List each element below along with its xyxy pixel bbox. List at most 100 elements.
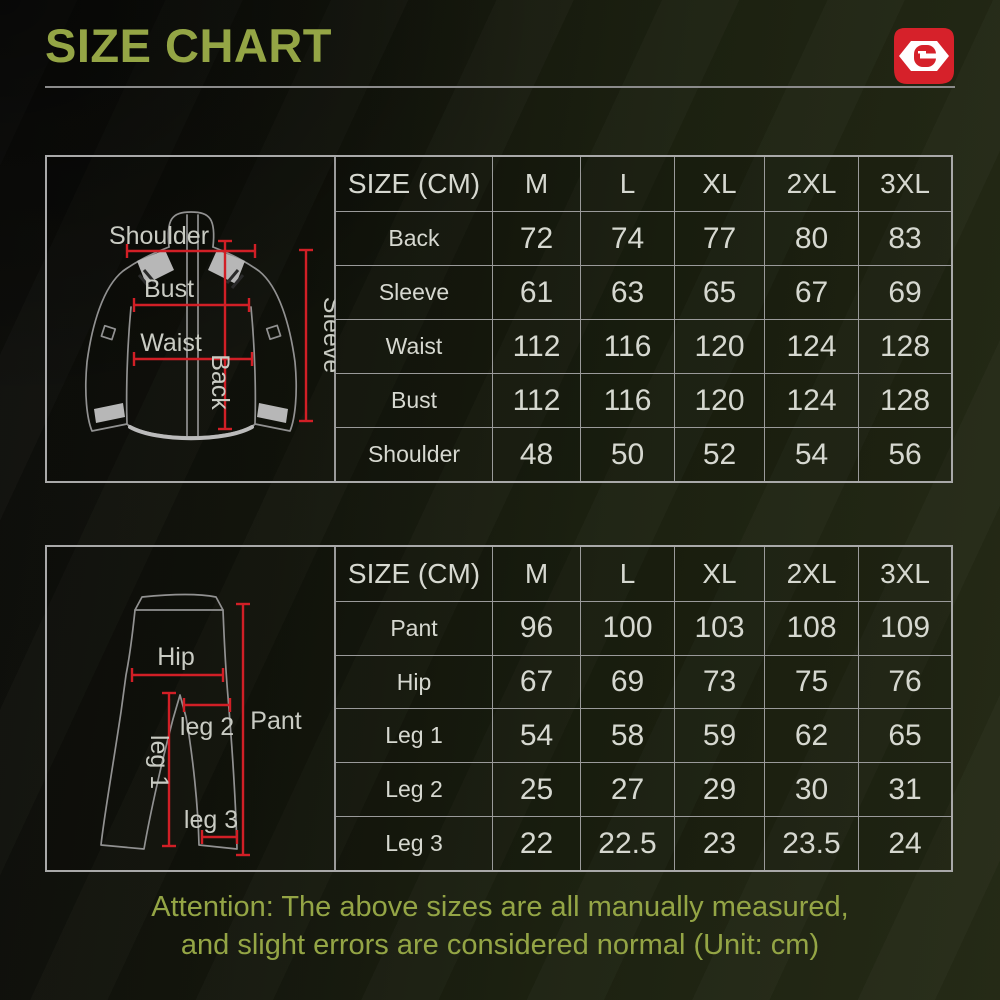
size-value: 54 <box>492 708 580 763</box>
size-value: 112 <box>492 319 580 373</box>
row-label: Waist <box>335 319 492 373</box>
bust-measure-line <box>132 298 251 312</box>
row-label: Back <box>335 211 492 265</box>
size-value: 109 <box>858 600 951 655</box>
size-value: 48 <box>492 427 580 481</box>
size-value: 75 <box>764 654 858 709</box>
row-label: Leg 2 <box>335 762 492 817</box>
size-value: 116 <box>580 373 674 427</box>
pant-measure-line <box>236 602 250 857</box>
shoulder-measure-line <box>125 244 257 258</box>
jacket-waist-label: Waist <box>140 329 202 357</box>
back-measure-line <box>218 239 232 431</box>
size-value: 96 <box>492 600 580 655</box>
pants-pant-label: Pant <box>250 707 301 735</box>
size-value: 63 <box>580 265 674 319</box>
size-value: 69 <box>858 265 951 319</box>
size-value: 59 <box>674 708 764 763</box>
pants-leg3-label: leg 3 <box>184 806 238 834</box>
sleeve-measure-line <box>299 248 313 423</box>
size-value: 73 <box>674 654 764 709</box>
row-label: Sleeve <box>335 265 492 319</box>
leg2-measure-line <box>182 698 232 712</box>
row-label: Bust <box>335 373 492 427</box>
jacket-back-label: Back <box>206 354 234 410</box>
size-value: 23 <box>674 816 764 870</box>
waist-measure-line <box>132 352 254 366</box>
size-value: 65 <box>858 708 951 763</box>
size-value: 58 <box>580 708 674 763</box>
jacket-size-table: Shoulder Bust Waist Back Sleeve SIZE (CM… <box>45 155 953 483</box>
pants-diagram: Hip Pant leg 1 leg 2 leg 3 <box>47 547 335 870</box>
pants-hip-label: Hip <box>157 643 195 671</box>
title-divider <box>45 86 955 88</box>
row-label: Shoulder <box>335 427 492 481</box>
column-header: M <box>492 547 580 601</box>
size-value: 100 <box>580 600 674 655</box>
size-value: 27 <box>580 762 674 817</box>
size-value: 69 <box>580 654 674 709</box>
size-value: 23.5 <box>764 816 858 870</box>
brand-logo-svg <box>894 28 954 84</box>
column-header: M <box>492 157 580 211</box>
size-value: 25 <box>492 762 580 817</box>
size-value: 65 <box>674 265 764 319</box>
row-label: Leg 3 <box>335 816 492 870</box>
size-value: 30 <box>764 762 858 817</box>
pants-leg2-label: leg 2 <box>180 713 234 741</box>
size-value: 124 <box>764 373 858 427</box>
page-title: SIZE CHART <box>45 19 332 72</box>
size-value: 61 <box>492 265 580 319</box>
size-value: 22 <box>492 816 580 870</box>
column-header: 3XL <box>858 157 951 211</box>
pants-leg1-label: leg 1 <box>145 735 173 789</box>
jacket-sleeve-label: Sleeve <box>318 297 335 373</box>
size-value: 22.5 <box>580 816 674 870</box>
size-value: 124 <box>764 319 858 373</box>
size-value: 83 <box>858 211 951 265</box>
size-value: 116 <box>580 319 674 373</box>
row-label: Hip <box>335 654 492 709</box>
size-value: 62 <box>764 708 858 763</box>
size-value: 29 <box>674 762 764 817</box>
pants-size-table: Hip Pant leg 1 leg 2 leg 3 SIZE (CM) M L… <box>45 545 953 872</box>
size-value: 52 <box>674 427 764 481</box>
size-value: 128 <box>858 373 951 427</box>
size-value: 56 <box>858 427 951 481</box>
size-value: 74 <box>580 211 674 265</box>
size-value: 72 <box>492 211 580 265</box>
size-value: 128 <box>858 319 951 373</box>
jacket-diagram-svg: Shoulder Bust Waist Back Sleeve <box>84 211 335 441</box>
size-value: 50 <box>580 427 674 481</box>
attention-note-line2: and slight errors are considered normal … <box>180 929 820 961</box>
column-header: XL <box>674 547 764 601</box>
size-value: 120 <box>674 319 764 373</box>
jacket-diagram: Shoulder Bust Waist Back Sleeve <box>47 157 335 481</box>
size-value: 112 <box>492 373 580 427</box>
size-value: 77 <box>674 211 764 265</box>
column-header: L <box>580 157 674 211</box>
column-header: SIZE (CM) <box>335 547 492 601</box>
size-value: 108 <box>764 600 858 655</box>
size-value: 24 <box>858 816 951 870</box>
jacket-shoulder-label: Shoulder <box>109 222 209 250</box>
brand-logo-icon <box>893 27 955 85</box>
size-value: 67 <box>492 654 580 709</box>
attention-note-line1: Attention: The above sizes are all manua… <box>151 891 849 923</box>
pants-diagram-svg: Hip Pant leg 1 leg 2 leg 3 <box>100 593 302 857</box>
size-value: 31 <box>858 762 951 817</box>
column-header: 3XL <box>858 547 951 601</box>
column-header: L <box>580 547 674 601</box>
jacket-size-grid: SIZE (CM) M L XL 2XL 3XL Back 72 74 77 8… <box>335 157 951 481</box>
hip-measure-line <box>130 668 225 682</box>
leg1-measure-line <box>162 691 176 848</box>
pants-size-grid: SIZE (CM) M L XL 2XL 3XL Pant 96 100 103… <box>335 547 951 870</box>
size-value: 103 <box>674 600 764 655</box>
row-label: Pant <box>335 600 492 655</box>
leg3-measure-line <box>200 830 239 844</box>
column-header: SIZE (CM) <box>335 157 492 211</box>
size-value: 76 <box>858 654 951 709</box>
size-value: 80 <box>764 211 858 265</box>
column-header: 2XL <box>764 157 858 211</box>
